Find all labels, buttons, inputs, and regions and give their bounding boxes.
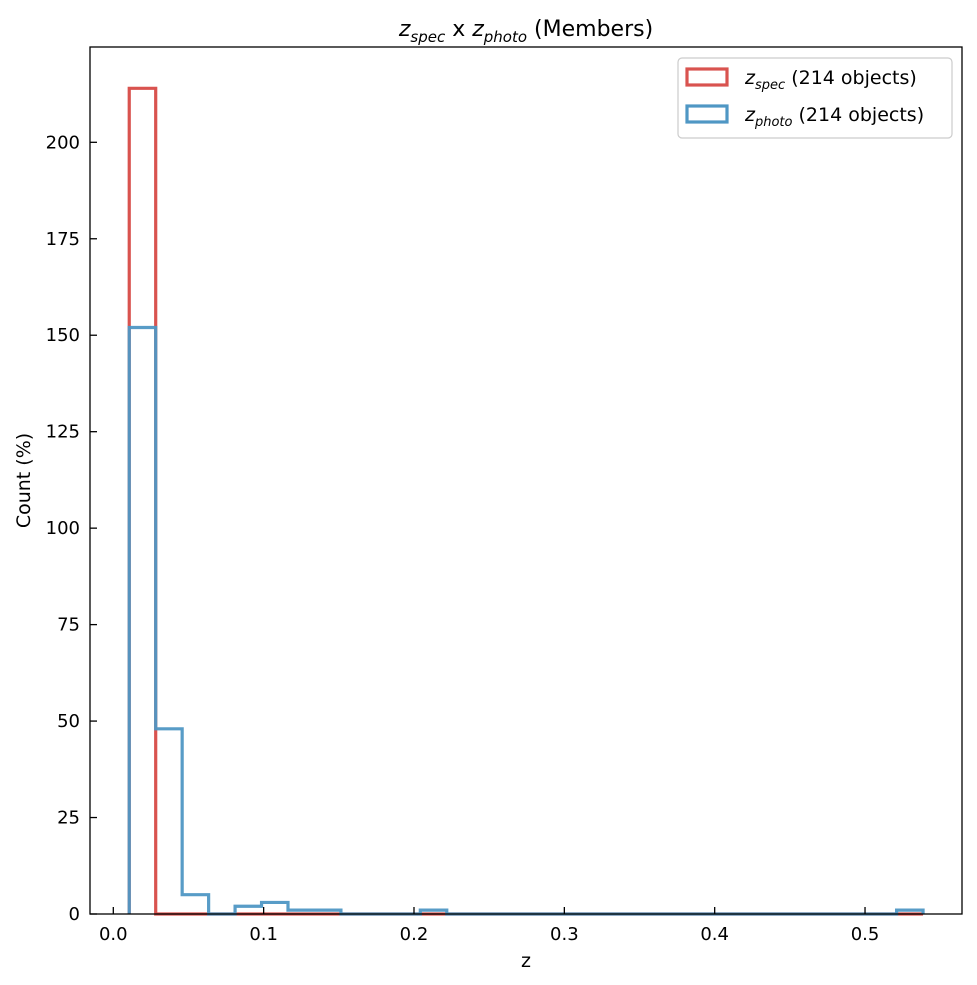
- y-tick-label: 0: [69, 904, 80, 925]
- y-tick-label: 200: [46, 132, 80, 153]
- x-tick-label: 0.0: [99, 924, 128, 945]
- y-tick-label: 50: [57, 711, 80, 732]
- y-tick-label: 100: [46, 518, 80, 539]
- y-tick-label: 25: [57, 808, 80, 829]
- axes-frame: [89, 46, 963, 915]
- x-tick-label: 0.2: [400, 924, 429, 945]
- legend-label-1: zphoto (214 objects): [744, 104, 924, 130]
- y-tick-label: 75: [57, 615, 80, 636]
- y-tick-label: 150: [46, 325, 80, 346]
- x-tick-label: 0.1: [249, 924, 278, 945]
- legend-swatch-1: [685, 104, 729, 124]
- x-axis-label: z: [521, 950, 531, 972]
- y-tick-label: 125: [46, 422, 80, 443]
- y-tick-label: 175: [46, 229, 80, 250]
- axes-layer: 0.0 0.1 0.2 0.3 0.4 0.5 0 25 50 75 100 125 150 175 200: [46, 46, 963, 945]
- legend-swatch-0: [685, 67, 729, 87]
- y-axis-label: Count (%): [13, 433, 35, 528]
- chart-title: zspec x zphoto (Members): [398, 17, 653, 46]
- legend-box: [677, 57, 953, 139]
- legend: zspec (214 objects) zphoto (214 objects): [677, 57, 953, 139]
- x-tick-label: 0.5: [851, 924, 880, 945]
- x-tick-label: 0.3: [550, 924, 579, 945]
- legend-label-0: zspec (214 objects): [744, 67, 917, 93]
- x-tick-label: 0.4: [700, 924, 729, 945]
